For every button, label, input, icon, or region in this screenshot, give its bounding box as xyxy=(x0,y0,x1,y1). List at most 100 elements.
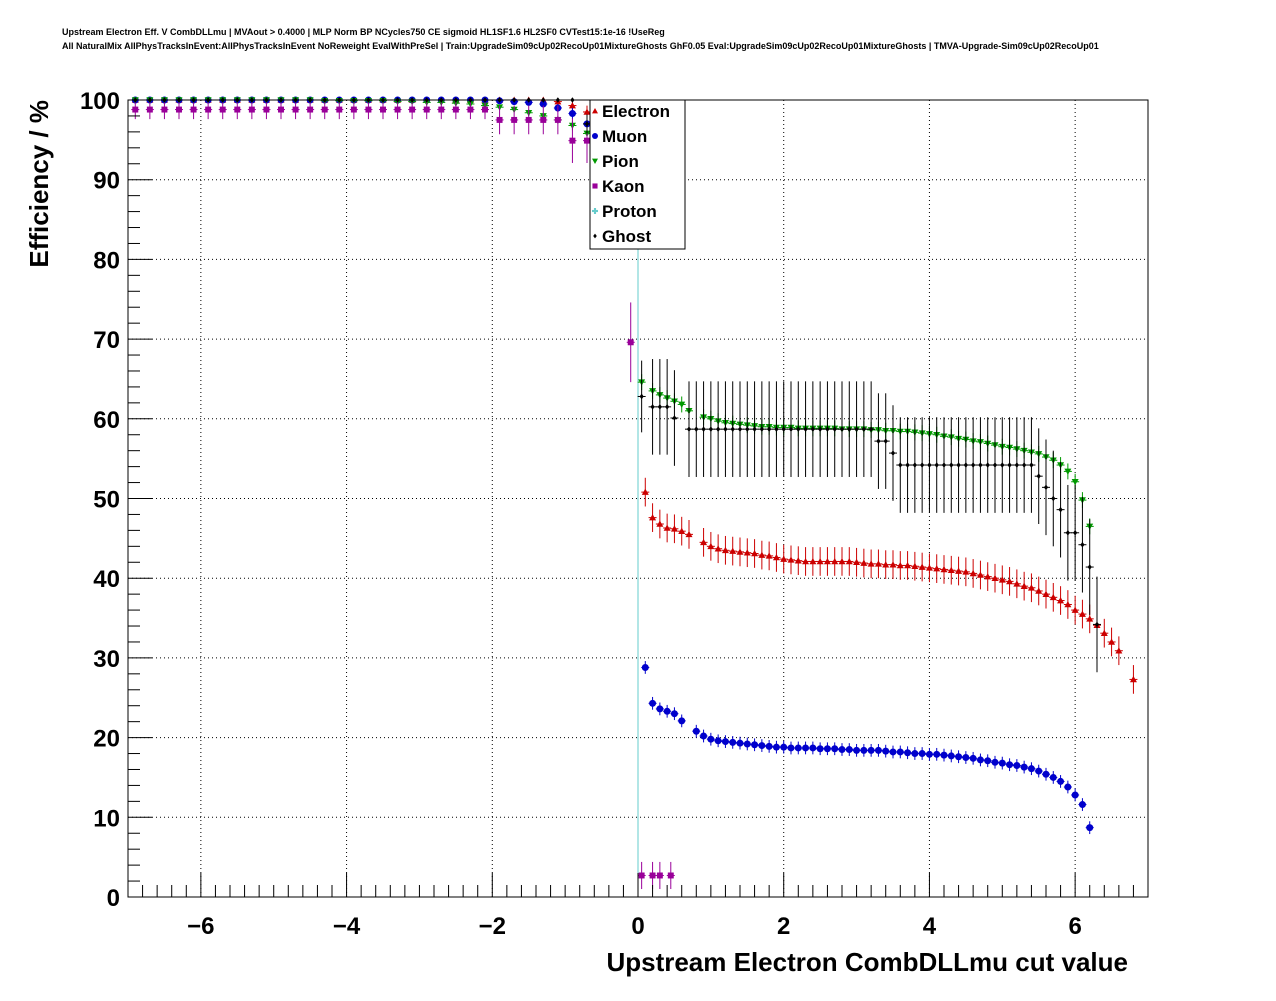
pion-marker xyxy=(1071,478,1079,486)
ghost-marker xyxy=(796,426,801,432)
electron-marker xyxy=(955,567,963,574)
electron-point xyxy=(991,563,999,593)
x-tick-label: 4 xyxy=(923,913,937,940)
muon-marker xyxy=(911,750,919,758)
electron-marker xyxy=(1006,577,1014,585)
muon-point xyxy=(728,736,737,749)
ghost-marker xyxy=(1065,529,1070,536)
kaon-marker xyxy=(336,106,343,113)
muon-point xyxy=(714,734,723,748)
electron-marker xyxy=(649,514,657,521)
muon-marker xyxy=(889,748,897,756)
legend-marker-proton xyxy=(592,208,598,214)
muon-point xyxy=(969,751,978,765)
muon-point xyxy=(1027,762,1036,776)
electron-point xyxy=(1078,599,1087,629)
muon-marker xyxy=(823,745,831,753)
electron-marker xyxy=(714,545,722,552)
ghost-point xyxy=(867,381,876,477)
ghost-marker xyxy=(971,462,976,468)
kaon-marker xyxy=(627,339,634,346)
muon-point xyxy=(1034,764,1043,778)
electron-point xyxy=(998,565,1007,595)
ghost-marker xyxy=(941,462,947,468)
legend-marker-pion xyxy=(592,158,598,164)
electron-marker xyxy=(1108,638,1116,645)
ghost-marker xyxy=(818,426,823,432)
kaon-point xyxy=(262,100,271,120)
muon-point xyxy=(903,746,912,760)
electron-marker xyxy=(663,524,671,531)
electron-point xyxy=(1114,636,1123,666)
kaon-point xyxy=(466,100,475,120)
ghost-marker xyxy=(927,462,932,468)
electron-point xyxy=(750,539,759,568)
muon-marker xyxy=(882,747,890,755)
muon-point xyxy=(808,741,817,755)
muon-marker xyxy=(896,748,904,756)
electron-marker xyxy=(802,557,810,565)
electron-marker xyxy=(947,566,955,574)
muon-marker xyxy=(925,750,933,758)
kaon-marker xyxy=(234,106,241,113)
ghost-point xyxy=(685,381,693,477)
ghost-marker xyxy=(1058,506,1063,513)
kaon-point xyxy=(291,100,300,120)
muon-point xyxy=(910,747,919,760)
electron-marker xyxy=(874,560,882,567)
electron-marker xyxy=(998,576,1006,583)
ghost-marker xyxy=(686,426,692,432)
ghost-marker xyxy=(1073,529,1078,536)
ghost-point xyxy=(823,381,832,477)
ghost-point xyxy=(1071,484,1080,581)
electron-marker xyxy=(780,555,788,562)
electron-marker xyxy=(729,547,737,554)
kaon-marker xyxy=(569,137,576,144)
electron-marker xyxy=(933,565,941,572)
kaon-point xyxy=(379,100,387,120)
electron-marker xyxy=(1057,597,1065,604)
electron-point xyxy=(976,560,985,590)
x-tick-label: 0 xyxy=(631,913,644,940)
ghost-marker xyxy=(854,426,859,432)
muon-marker xyxy=(743,740,751,748)
electron-point xyxy=(983,562,992,591)
muon-point xyxy=(706,732,715,746)
electron-marker xyxy=(656,520,664,527)
muon-marker xyxy=(729,738,737,746)
ghost-marker xyxy=(1007,462,1012,468)
ghost-marker xyxy=(949,462,954,468)
kaon-marker xyxy=(452,106,459,113)
ghost-marker xyxy=(752,426,757,432)
kaon-point xyxy=(218,100,227,120)
kaon-point xyxy=(553,105,562,135)
kaon-marker xyxy=(540,116,547,123)
muon-marker xyxy=(780,743,788,751)
electron-point xyxy=(1005,567,1014,596)
kaon-point xyxy=(349,100,358,120)
electron-point xyxy=(1100,618,1109,648)
muon-point xyxy=(1049,771,1058,784)
kaon-point xyxy=(510,105,519,135)
muon-point xyxy=(648,696,657,710)
kaon-marker xyxy=(554,116,561,123)
ghost-point xyxy=(1012,417,1021,513)
kaon-marker xyxy=(638,872,645,879)
electron-marker xyxy=(678,527,686,534)
muon-marker xyxy=(1027,765,1035,773)
ghost-point xyxy=(998,417,1007,513)
legend-marker-ghost xyxy=(593,233,597,239)
muon-point xyxy=(765,739,774,753)
ghost-point xyxy=(772,381,781,477)
electron-marker xyxy=(794,557,802,564)
ghost-point xyxy=(1034,428,1043,525)
ghost-marker xyxy=(890,450,896,456)
muon-point xyxy=(787,741,795,755)
muon-point xyxy=(991,755,999,769)
kaon-point xyxy=(306,100,315,120)
muon-point xyxy=(1020,760,1029,774)
muon-point xyxy=(998,756,1007,770)
ghost-point xyxy=(918,417,927,513)
legend-label-proton: Proton xyxy=(602,202,657,221)
